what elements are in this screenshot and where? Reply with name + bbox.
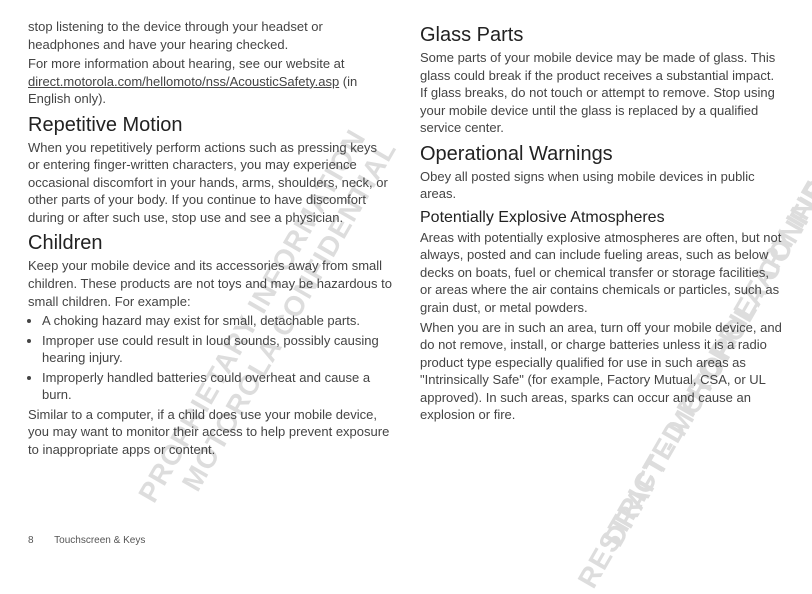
hearing-moreinfo-text: For more information about hearing, see …	[28, 56, 345, 71]
explosive-atmospheres-p1: Areas with potentially explosive atmosph…	[420, 229, 784, 317]
right-column: Glass Parts Some parts of your mobile de…	[420, 18, 784, 542]
repetitive-motion-heading: Repetitive Motion	[28, 114, 392, 137]
explosive-atmospheres-p2: When you are in such an area, turn off y…	[420, 319, 784, 424]
acoustic-safety-link[interactable]: direct.motorola.com/hellomoto/nss/Acoust…	[28, 74, 339, 89]
glass-parts-heading: Glass Parts	[420, 24, 784, 47]
explosive-atmospheres-heading: Potentially Explosive Atmospheres	[420, 209, 784, 227]
page-footer: 8 Touchscreen & Keys	[28, 535, 145, 546]
children-bullet-battery: Improperly handled batteries could overh…	[42, 369, 392, 404]
children-bullet-sound: Improper use could result in loud sounds…	[42, 332, 392, 367]
hearing-intro: stop listening to the device through you…	[28, 18, 392, 53]
children-intro: Keep your mobile device and its accessor…	[28, 257, 392, 310]
children-list: A choking hazard may exist for small, de…	[28, 312, 392, 404]
children-heading: Children	[28, 232, 392, 255]
repetitive-motion-text: When you repetitively perform actions su…	[28, 139, 392, 227]
left-column: stop listening to the device through you…	[28, 18, 392, 542]
operational-warnings-text: Obey all posted signs when using mobile …	[420, 168, 784, 203]
children-bullet-choking: A choking hazard may exist for small, de…	[42, 312, 392, 330]
glass-parts-text: Some parts of your mobile device may be …	[420, 49, 784, 137]
page-number: 8	[28, 535, 34, 546]
children-outro: Similar to a computer, if a child does u…	[28, 406, 392, 459]
operational-warnings-heading: Operational Warnings	[420, 143, 784, 166]
section-title: Touchscreen & Keys	[54, 535, 145, 546]
hearing-moreinfo: For more information about hearing, see …	[28, 55, 392, 108]
